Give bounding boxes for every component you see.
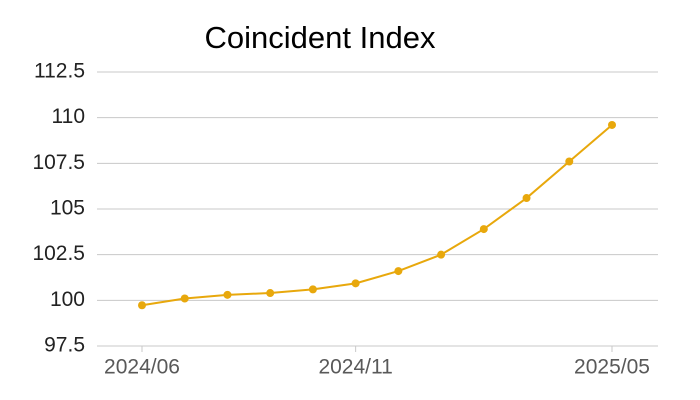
- x-tick-label: 2025/05: [574, 356, 650, 379]
- data-point: [479, 225, 488, 234]
- data-point: [308, 285, 317, 294]
- y-tick-label: 110: [52, 105, 85, 128]
- y-tick-label: 100: [50, 288, 85, 311]
- y-tick-label: 105: [50, 197, 85, 220]
- data-line: [141, 124, 613, 307]
- data-point: [223, 290, 232, 299]
- data-point: [266, 289, 275, 298]
- x-tick-label: 2024/11: [318, 356, 392, 379]
- data-point: [565, 157, 574, 166]
- y-tick-label: 97.5: [44, 334, 85, 357]
- data-point: [608, 120, 616, 129]
- data-point: [351, 279, 360, 288]
- y-tick-label: 112.5: [34, 60, 85, 83]
- y-tick-label: 102.5: [32, 242, 85, 265]
- data-point: [437, 250, 446, 259]
- y-tick-label: 107.5: [32, 151, 85, 174]
- data-point: [522, 194, 531, 203]
- data-point: [138, 301, 146, 310]
- data-point: [180, 294, 189, 303]
- x-tick-label: 2024/06: [104, 356, 180, 379]
- data-point: [394, 267, 403, 276]
- chart-title: Coincident Index: [205, 20, 436, 55]
